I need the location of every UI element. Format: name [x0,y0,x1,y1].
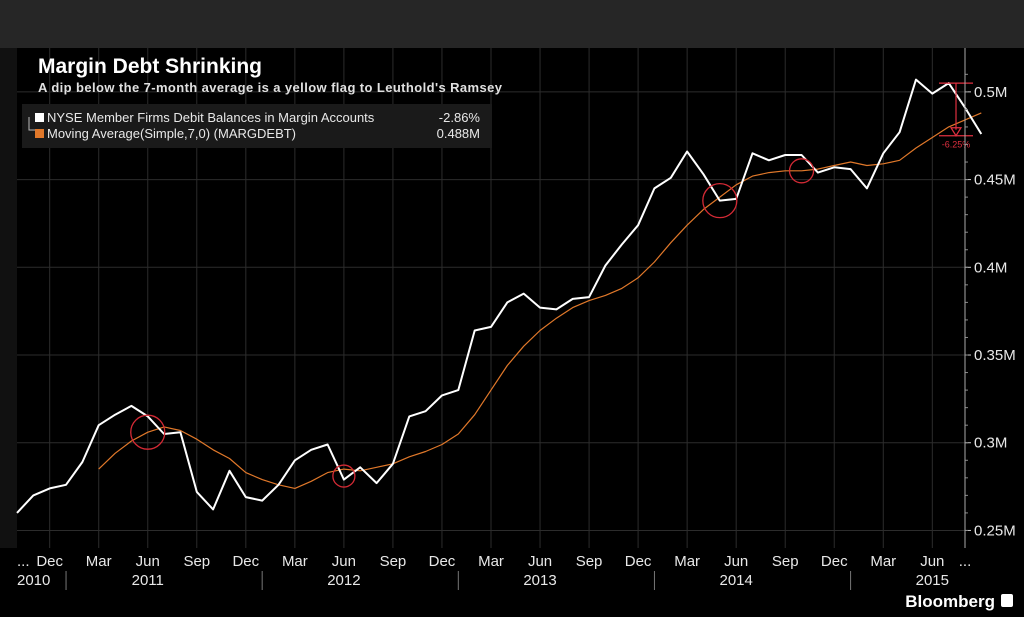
gridlines [17,48,965,548]
legend-value-debit: -2.86% [439,110,481,125]
year-label: 2010 [17,572,50,589]
year-label: 2015 [916,572,949,589]
legend-label-moving-average: Moving Average(Simple,7,0) (MARGDEBT) [47,126,296,141]
annotations: -6.25% [130,82,973,488]
year-label: 2014 [719,572,752,589]
top-border [0,0,1024,48]
highlight-circle [788,158,815,184]
year-label: 2012 [327,572,360,589]
series-line-debit-balances [16,78,983,514]
x-tick-label: Sep [183,553,210,570]
x-tick-label: Dec [429,553,456,570]
legend-box [22,104,492,148]
highlight-circle [130,414,166,450]
legend-swatch-white [35,113,44,122]
legend-swatch-orange [35,129,44,138]
y-tick-label: 0.4M [974,259,1007,276]
x-axis-area [0,548,1024,617]
y-tick-label: 0.45M [974,172,1016,189]
brand-name: Bloomberg [905,592,995,611]
y-tick-label: 0.5M [974,84,1007,101]
legend-connector [28,117,35,131]
x-tick-label: Mar [282,553,308,570]
x-tick-label: Mar [870,553,896,570]
x-tick-label: Dec [625,553,652,570]
legend-value-moving-average: 0.488M [437,126,480,141]
legend-label-debit: NYSE Member Firms Debit Balances in Marg… [47,110,375,125]
x-tick-label: Mar [478,553,504,570]
x-tick-label: ... [959,553,972,570]
x-tick-label: Dec [232,553,259,570]
y-tick-label: 0.3M [974,435,1007,452]
series-line-moving-average [98,112,982,489]
chart-header: Margin Debt Shrinking A dip below the 7-… [38,55,503,95]
x-tick-label: Sep [380,553,407,570]
series-layer [16,78,983,514]
highlight-circle [332,464,356,488]
x-tick-label: Jun [528,553,552,570]
brand: Bloomberg [905,592,1013,611]
x-tick-label: Sep [576,553,603,570]
x-tick-label: Dec [821,553,848,570]
bloomberg-square-icon [1001,594,1013,607]
highlight-circle [702,182,738,219]
x-tick-label: Sep [772,553,799,570]
year-label: 2011 [132,572,164,589]
y-tick-label: 0.25M [974,522,1016,539]
drawdown-arrow-icon [949,127,963,137]
x-tick-label: Jun [136,553,160,570]
y-axis-area [965,48,1024,548]
axes: 0.25M 0.3M 0.35M 0.4M 0.45M 0.5M... Dec Mar Jun S… [17,48,1016,590]
x-tick-label: Jun [332,553,356,570]
x-tick-label: Jun [920,553,944,570]
chart-title: Margin Debt Shrinking [38,55,262,78]
year-label: 2013 [523,572,556,589]
x-tick-label: ... [17,553,30,570]
x-tick-label: Mar [86,553,112,570]
x-tick-label: Mar [674,553,700,570]
chart-subtitle: A dip below the 7-month average is a yel… [38,80,503,95]
y-tick-label: 0.35M [974,347,1016,364]
legend: NYSE Member Firms Debit Balances in Marg… [22,104,492,148]
x-tick-label: Jun [724,553,748,570]
drawdown-label: -6.25% [942,140,971,150]
x-tick-label: Dec [36,553,63,570]
